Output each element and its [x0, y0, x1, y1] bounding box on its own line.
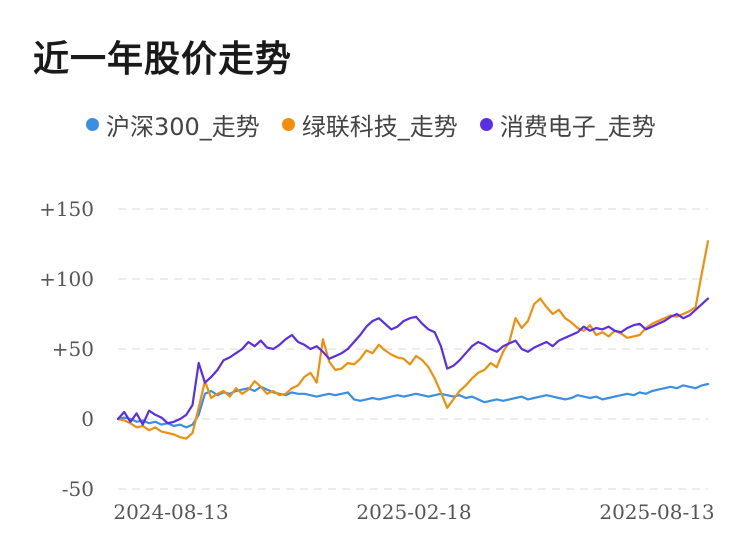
legend-item-consumer-electronics[interactable]: 消费电子_走势 — [479, 107, 656, 142]
y-tick-label: +50 — [52, 337, 94, 361]
x-tick-label: 2025-08-13 — [599, 500, 714, 524]
legend-item-ugreen[interactable]: 绿联科技_走势 — [281, 107, 458, 142]
series-line-1 — [116, 240, 710, 440]
legend-dot-consumer-electronics — [479, 117, 493, 131]
legend: 沪深300_走势 绿联科技_走势 消费电子_走势 — [86, 106, 656, 142]
chart-title: 近一年股价走势 — [33, 39, 293, 80]
y-axis: +150 +100 +50 0 -50 — [39, 197, 94, 501]
x-axis: 2024-08-13 2025-02-18 2025-08-13 — [113, 500, 714, 524]
x-tick-label: 2024-08-13 — [113, 500, 228, 524]
y-tick-label: -50 — [62, 477, 94, 501]
series-line-0 — [116, 382, 710, 429]
legend-item-hs300[interactable]: 沪深300_走势 — [86, 107, 260, 142]
series-line-2 — [116, 297, 710, 426]
x-tick-label: 2025-02-18 — [356, 500, 471, 524]
series-layer — [116, 240, 710, 440]
y-tick-label: 0 — [81, 407, 94, 431]
legend-dot-hs300 — [86, 117, 99, 131]
legend-label-consumer-electronics: 消费电子_走势 — [499, 112, 656, 141]
legend-dot-ugreen — [281, 117, 295, 131]
legend-label-ugreen: 绿联科技_走势 — [301, 112, 458, 141]
y-tick-label: +100 — [39, 267, 94, 291]
y-tick-label: +150 — [39, 197, 94, 221]
grid-layer — [118, 208, 708, 490]
legend-label-hs300: 沪深300_走势 — [106, 112, 260, 141]
